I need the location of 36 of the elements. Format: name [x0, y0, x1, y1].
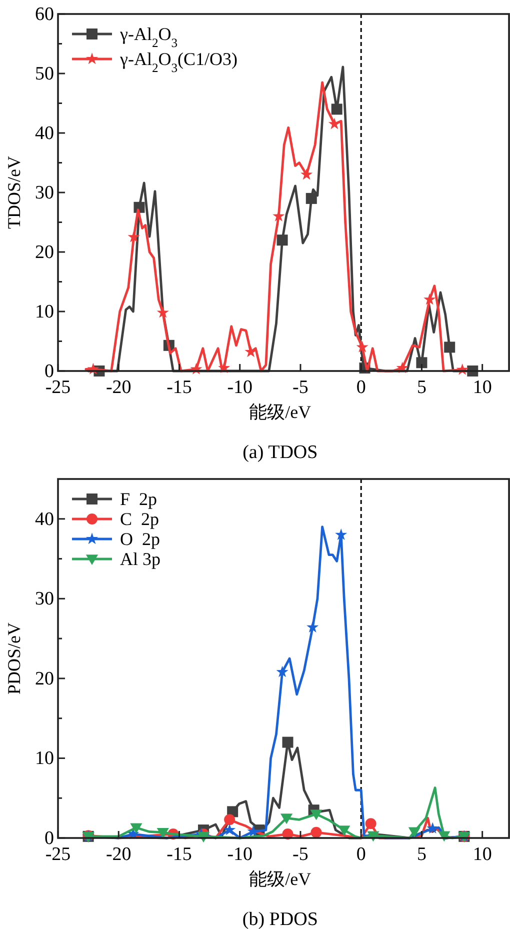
- y-tick-label: 30: [35, 588, 54, 610]
- x-tick-label: -15: [166, 377, 192, 398]
- y-tick-label: 40: [35, 508, 54, 530]
- y-tick-label: 10: [35, 302, 54, 322]
- y-tick-label: 30: [35, 182, 54, 204]
- legend-label: F 2p: [120, 489, 158, 509]
- x-tick-label: -20: [106, 844, 132, 865]
- legend-label: O 2p: [120, 529, 160, 549]
- x-tick-label: 5: [416, 377, 426, 398]
- legend-label: γ-Al$_{2}$O$_{3}$: [119, 24, 178, 50]
- x-tick-label: 0: [356, 377, 366, 398]
- x-axis-title: 能级/eV: [249, 402, 312, 422]
- x-tick-label: -15: [166, 844, 192, 865]
- x-tick-label: -5: [292, 377, 308, 398]
- text: (b) PDOS: [242, 909, 318, 929]
- y-axis-title: TDOS/eV: [4, 156, 24, 229]
- legend-label: γ-Al$_{2}$O$_{3}$(C1/O3): [119, 49, 238, 75]
- x-axis-title: 能级/eV: [249, 869, 312, 889]
- y-tick-label: 60: [35, 4, 54, 25]
- legend-label: C 2p: [120, 509, 160, 529]
- text: (a) TDOS: [242, 442, 318, 463]
- x-tick-label: 10: [472, 844, 492, 865]
- y-tick-label: 20: [35, 242, 54, 263]
- legend-label: Al 3p: [120, 549, 160, 569]
- x-tick-label: 0: [356, 844, 366, 865]
- y-axis-title: PDOS/eV: [4, 622, 24, 695]
- x-tick-label: 5: [416, 844, 426, 865]
- y-tick-label: 20: [35, 668, 54, 690]
- x-tick-label: -20: [106, 377, 132, 398]
- y-tick-label: 40: [35, 123, 54, 144]
- x-tick-label: -10: [227, 377, 253, 398]
- x-tick-label: -5: [292, 844, 308, 865]
- y-tick-label: 10: [35, 748, 54, 770]
- x-tick-label: -10: [227, 844, 253, 865]
- y-tick-label: 50: [35, 64, 54, 84]
- x-tick-label: 10: [472, 377, 492, 398]
